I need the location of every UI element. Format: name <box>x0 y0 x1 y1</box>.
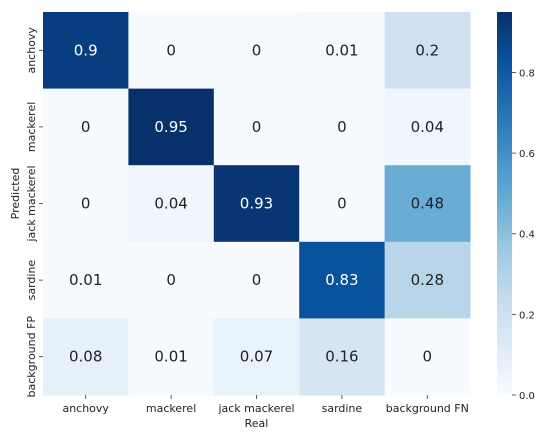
x-tick-label: mackerel <box>146 402 196 415</box>
heatmap-cell <box>299 318 386 396</box>
colorbar-tick-label: 0.6 <box>519 149 535 160</box>
x-tick-label: sardine <box>322 402 363 415</box>
cell-value-label: 0.16 <box>325 348 358 366</box>
heatmap-cell <box>128 88 215 166</box>
cell-value-label: 0 <box>252 41 262 59</box>
heatmap-cell <box>128 12 215 90</box>
cell-value-label: 0 <box>166 271 176 289</box>
heatmap-cell <box>128 318 215 396</box>
cell-value-label: 0.28 <box>411 271 444 289</box>
heatmap-cell <box>43 165 129 243</box>
y-tick-labels: anchovy mackerel jack mackerel sardine backg… <box>25 27 43 398</box>
colorbar <box>497 12 512 395</box>
cell-value-label: 0.2 <box>415 41 439 59</box>
colorbar-ticks: 0.0 0.2 0.4 0.6 0.8 <box>512 68 535 402</box>
cell-value-label: 0.83 <box>325 271 358 289</box>
heatmap-cell <box>128 165 215 243</box>
x-tick-label: anchovy <box>62 402 109 415</box>
heatmap-cell <box>43 12 129 90</box>
cell-value-label: 0 <box>252 118 262 136</box>
cell-value-label: 0 <box>81 118 91 136</box>
cell-value-label: 0.01 <box>154 348 187 366</box>
cell-value-label: 0.9 <box>74 41 98 59</box>
x-tick-labels: anchovy mackerel jack mackerel sardine backg… <box>62 395 469 415</box>
heatmap-cell <box>213 12 300 90</box>
cell-value-label: 0.95 <box>154 118 187 136</box>
heatmap-cell <box>43 318 129 396</box>
cell-value-label: 0 <box>81 195 91 213</box>
colorbar-tick-label: 0.2 <box>519 310 535 321</box>
cell-value-label: 0 <box>252 271 262 289</box>
y-axis-label: Predicted <box>9 168 22 220</box>
heatmap-cell <box>213 241 300 319</box>
heatmap-cell <box>384 88 471 166</box>
heatmap-cell <box>384 165 471 243</box>
heatmap-cell <box>299 12 386 90</box>
cell-value-label: 0 <box>423 348 433 366</box>
heatmap-cell <box>213 318 300 396</box>
heatmap-cell <box>384 12 471 90</box>
heatmap-cell <box>213 165 300 243</box>
cell-value-label: 0.04 <box>411 118 444 136</box>
heatmap-cell <box>384 318 471 396</box>
heatmap-cell <box>299 165 386 243</box>
cell-value-label: 0.93 <box>240 195 273 213</box>
x-tick-label: jack mackerel <box>217 402 294 415</box>
cell-value-label: 0.48 <box>411 195 444 213</box>
y-tick-label: background FP <box>25 316 38 398</box>
heatmap-cell <box>299 88 386 166</box>
heatmap-cell <box>43 88 129 166</box>
cell-value-label: 0.01 <box>325 41 358 59</box>
y-tick-label: mackerel <box>25 102 38 152</box>
heatmap-cell <box>299 241 386 319</box>
cell-value-label: 0 <box>166 41 176 59</box>
heatmap-cell <box>128 241 215 319</box>
cell-value-label: 0 <box>337 118 347 136</box>
heatmap-cells: 0.9 0 0 0.01 0.2 0 0.95 0 0 0.04 0 0.04 0.93 0 0.48 0.0… <box>43 12 471 396</box>
cell-value-label: 0.04 <box>154 195 187 213</box>
heatmap-cell <box>213 88 300 166</box>
y-tick-label: jack mackerel <box>25 165 38 242</box>
heatmap-cell <box>43 241 129 319</box>
cell-value-label: 0.08 <box>69 348 102 366</box>
heatmap-cell <box>384 241 471 319</box>
cell-value-label: 0 <box>337 195 347 213</box>
colorbar-tick-label: 0.8 <box>519 68 535 79</box>
x-tick-label: background FN <box>386 402 469 415</box>
colorbar-tick-label: 0.0 <box>519 391 535 402</box>
y-tick-label: sardine <box>25 260 38 301</box>
cell-value-label: 0.07 <box>240 348 273 366</box>
y-tick-label: anchovy <box>25 27 38 74</box>
cell-value-label: 0.01 <box>69 271 102 289</box>
x-axis-label: Real <box>245 417 269 430</box>
colorbar-tick-label: 0.4 <box>519 230 535 241</box>
